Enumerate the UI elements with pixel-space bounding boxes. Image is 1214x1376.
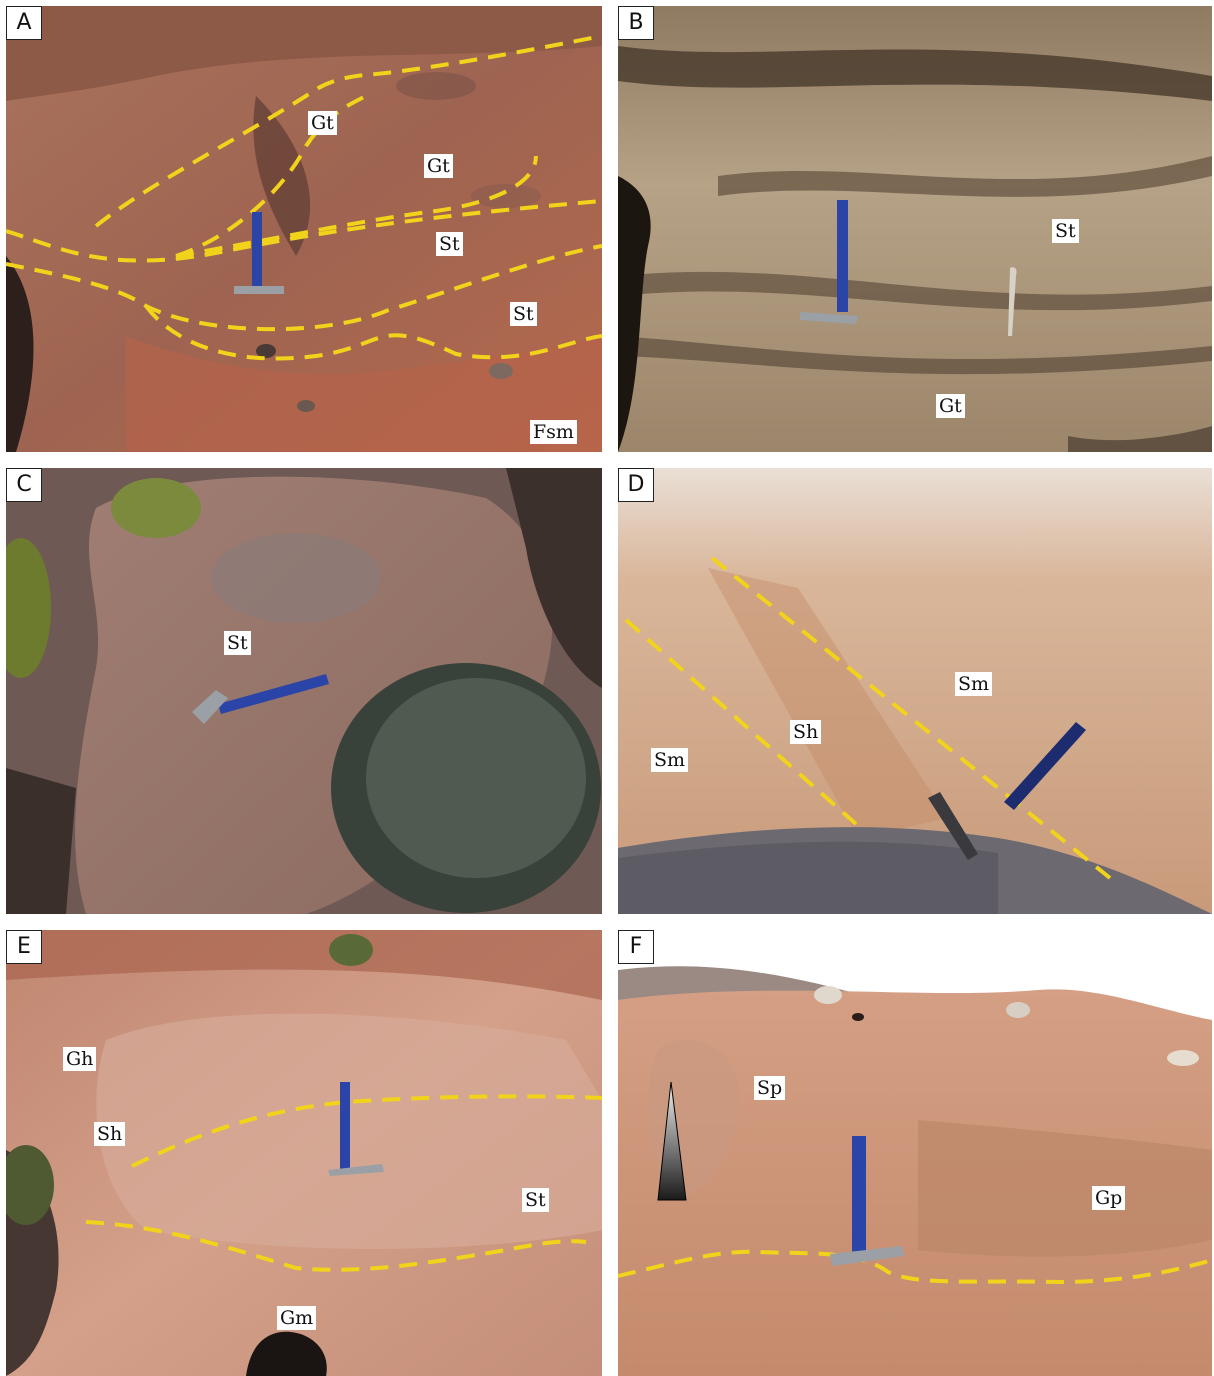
facies-label: St — [1052, 219, 1079, 243]
rock-hammer-handle — [1004, 722, 1086, 810]
contact-line — [6, 199, 602, 263]
panel-letter: D — [618, 468, 654, 502]
panel-a: A Gt Gt St St Fsm — [6, 6, 602, 452]
facies-label: Sh — [94, 1122, 126, 1146]
contact-line — [175, 155, 538, 258]
outcrop-photo-d — [618, 468, 1212, 914]
rock-hammer-head — [234, 286, 284, 294]
rock-hammer-handle — [218, 674, 329, 714]
panel-d: D Sm Sh Sm — [618, 468, 1212, 914]
rock-hammer-head — [800, 312, 858, 324]
outcrop-photo-c — [6, 468, 602, 914]
facies-label: Gp — [1092, 1186, 1126, 1210]
panel-c: C St — [6, 468, 602, 914]
facies-label: St — [224, 631, 251, 655]
contact-line — [624, 618, 858, 826]
rock-hammer-head — [830, 1246, 904, 1266]
panel-e: E Gh Sh St Gm — [6, 930, 602, 1376]
facies-label: Gt — [424, 154, 453, 178]
rock-hammer-handle — [252, 212, 262, 288]
facies-label: Gh — [63, 1047, 97, 1071]
facies-label: St — [522, 1188, 549, 1212]
panel-f: F Sp Gp — [618, 930, 1212, 1376]
panel-letter: C — [6, 468, 42, 502]
contact-line — [618, 1249, 1212, 1285]
outcrop-photo-a — [6, 6, 602, 452]
contact-lines-a — [6, 34, 602, 361]
contact-line — [6, 244, 602, 332]
facies-label: St — [436, 232, 463, 256]
panel-letter: B — [618, 6, 654, 40]
rock-hammer-handle — [837, 200, 848, 312]
facies-label: Fsm — [530, 420, 577, 444]
rock-hammer-handle — [340, 1082, 350, 1172]
panel-letter: A — [6, 6, 42, 40]
rock-hammer-handle — [852, 1136, 866, 1260]
hammer-overlay-c — [192, 674, 329, 724]
facies-label: St — [510, 302, 537, 326]
outcrop-photo-b — [618, 6, 1212, 452]
contact-line — [94, 34, 602, 228]
rock-hammer-head — [328, 1164, 384, 1176]
panel-letter: F — [618, 930, 654, 964]
field-pencil — [1008, 267, 1017, 336]
contact-lines-d — [624, 556, 1112, 880]
contact-line — [710, 556, 1112, 880]
contact-line — [175, 94, 367, 258]
contact-line — [131, 1094, 602, 1168]
contact-lines-e — [85, 1082, 602, 1272]
fining-upward-triangle-icon — [657, 1081, 687, 1201]
contact-line — [85, 1220, 587, 1272]
contact-lines-f — [618, 1136, 1212, 1285]
rock-hammer-head — [192, 690, 228, 724]
facies-label: Sh — [790, 720, 822, 744]
facies-label: Gt — [308, 111, 337, 135]
outcrop-photo-e — [6, 930, 602, 1376]
facies-label: Gt — [936, 394, 965, 418]
rock-hammer-head — [928, 792, 978, 860]
hammer-overlay-b — [800, 200, 1017, 336]
panel-letter: E — [6, 930, 42, 964]
contact-line — [144, 304, 602, 361]
panel-b: B St Gt — [618, 6, 1212, 452]
facies-label: Sm — [955, 672, 993, 696]
facies-label: Gm — [277, 1306, 317, 1330]
facies-label: Sm — [651, 748, 689, 772]
facies-label: Sp — [754, 1076, 786, 1100]
